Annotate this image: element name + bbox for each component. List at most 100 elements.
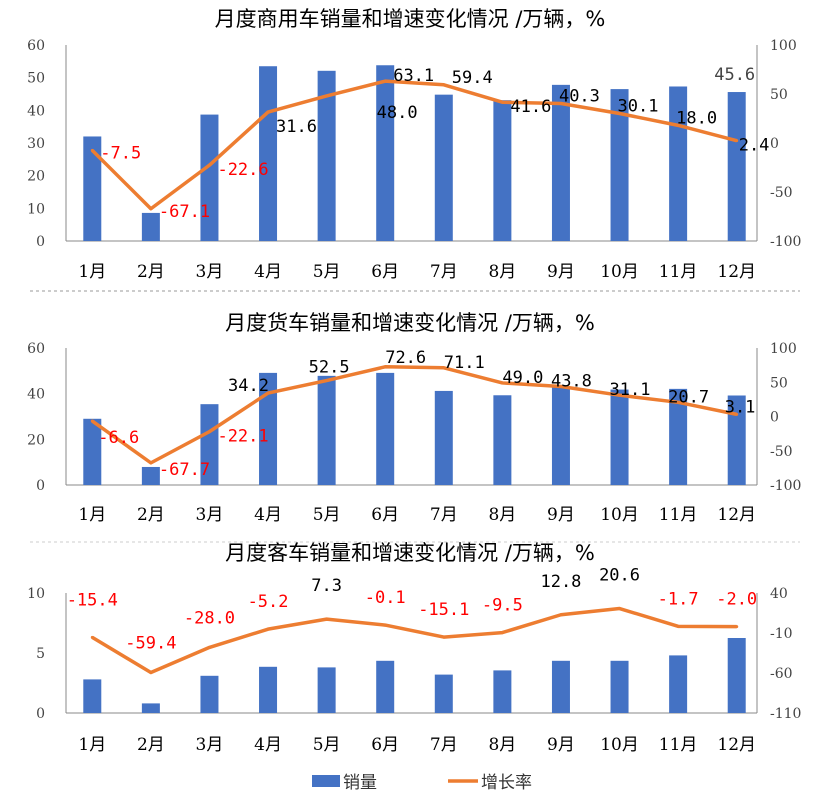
x-tick-label: 5月 [313,735,341,755]
x-tick-label: 5月 [313,262,341,282]
bar-3月 [200,404,219,485]
legend-line-label: 增长率 [481,773,532,793]
growth-point-1月 [90,635,94,639]
growth-point-4月 [266,627,270,631]
chart-title: 月度商用车销量和增速变化情况 /万辆，% [215,7,606,31]
data-label: 52.5 [309,358,350,378]
growth-point-11月 [676,624,680,628]
data-label: -2.0 [716,590,757,610]
growth-point-2月 [149,207,153,211]
left-tick-label: 60 [27,38,45,54]
data-label: 3.1 [725,397,756,417]
bar-12月 [727,92,746,241]
growth-point-3月 [207,430,211,434]
bar-1月 [83,136,102,241]
data-label: -22.6 [217,160,268,180]
x-tick-label: 11月 [659,505,698,525]
x-tick-label: 12月 [717,735,756,755]
growth-rate-line [91,606,737,675]
bar-11月 [669,655,688,713]
left-tick-label: 10 [27,586,45,602]
bar-11月 [669,388,688,485]
x-tick-label: 1月 [78,262,106,282]
data-label: -15.4 [67,590,118,610]
x-tick-label: 2月 [137,505,165,525]
data-label: -0.1 [365,588,406,608]
x-tick-label: 8月 [488,262,516,282]
right-tick-label: -50 [770,444,793,460]
x-tick-label: 10月 [600,505,639,525]
bar-9月 [551,660,570,713]
growth-point-12月 [735,139,739,143]
data-label: 41.6 [510,97,551,117]
growth-point-6月 [383,623,387,627]
bar-4月 [259,666,278,713]
growth-point-12月 [735,625,739,629]
data-label: -28.0 [184,608,235,628]
growth-point-11月 [676,123,680,127]
left-tick-label: 0 [36,706,45,722]
data-label: -7.5 [100,143,141,163]
bar-8月 [493,395,512,485]
data-label: -67.1 [159,202,210,222]
data-label: -67.7 [159,460,210,480]
left-tick-label: 20 [27,169,45,185]
data-label: -1.7 [658,589,699,609]
left-tick-label: 60 [27,341,45,357]
growth-point-11月 [676,400,680,404]
data-label: 31.1 [610,380,651,400]
bar-5月 [317,667,336,713]
x-tick-label: 2月 [137,262,165,282]
left-tick-label: 10 [27,201,45,217]
data-label: 20.6 [599,566,640,586]
growth-point-7月 [442,83,446,87]
data-label: 18.0 [676,108,717,128]
data-label: 48.0 [377,103,418,123]
bar-5月 [317,70,336,241]
bar-1月 [83,679,102,713]
growth-point-9月 [559,102,563,106]
left-tick-label: 30 [27,136,45,152]
growth-point-5月 [325,94,329,98]
data-label: 2.4 [739,136,770,156]
growth-point-1月 [90,148,94,152]
bar-8月 [493,100,512,241]
growth-point-5月 [325,617,329,621]
bar-7月 [434,94,453,241]
bar-9月 [551,84,570,241]
bar-9月 [551,387,570,485]
growth-point-9月 [559,384,563,388]
bar-data-label: 45.6 [714,65,755,85]
bar-4月 [259,372,278,485]
data-label: 49.0 [502,368,543,388]
data-label: 40.3 [559,87,600,107]
bar-6月 [376,65,395,242]
x-tick-label: 7月 [430,262,458,282]
growth-point-8月 [500,100,504,104]
left-tick-label: 40 [27,387,45,403]
left-tick-label: 0 [36,478,45,494]
left-tick-label: 5 [36,646,45,662]
x-tick-label: 6月 [371,262,399,282]
x-tick-label: 11月 [659,735,698,755]
growth-point-8月 [500,631,504,635]
bar-1月 [83,418,102,485]
growth-point-6月 [383,79,387,83]
bar-8月 [493,670,512,713]
chart-title: 月度货车销量和增速变化情况 /万辆，% [225,311,595,335]
right-tick-label: -50 [770,185,793,201]
x-tick-label: 4月 [254,735,282,755]
chart-title: 月度客车销量和增速变化情况 /万辆，% [225,541,595,565]
x-tick-label: 5月 [313,505,341,525]
x-tick-label: 12月 [717,262,756,282]
bar-2月 [141,212,160,241]
data-label: 72.6 [385,348,426,368]
right-tick-label: 0 [770,410,779,426]
x-tick-label: 9月 [547,505,575,525]
growth-point-4月 [266,391,270,395]
growth-point-10月 [618,607,622,611]
data-label: 7.3 [311,576,342,596]
x-tick-label: 10月 [600,735,639,755]
growth-point-10月 [618,393,622,397]
